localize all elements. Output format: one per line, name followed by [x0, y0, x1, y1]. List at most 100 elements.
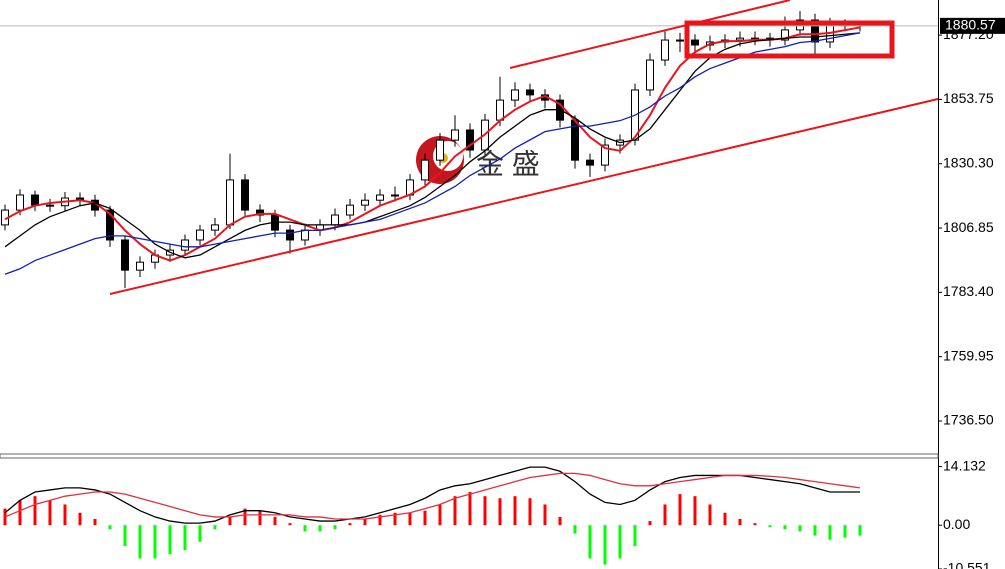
histogram-bar [213, 525, 217, 530]
candle-body [361, 199, 369, 206]
histogram-bar [393, 512, 397, 526]
panel-separator [0, 453, 939, 459]
y-tick-label: 0.00 [943, 516, 970, 532]
histogram-bar [438, 504, 442, 526]
histogram-bar [48, 500, 52, 526]
candle-body [646, 59, 654, 91]
histogram-bar [258, 510, 262, 526]
candle-body [181, 239, 189, 251]
candle-body [781, 29, 789, 41]
histogram-bar [708, 504, 712, 526]
highlight-box [684, 20, 895, 59]
y-tick-label: 14.132 [943, 457, 986, 473]
histogram-bar [318, 525, 322, 532]
upper-trendline [509, 0, 791, 69]
candle-body [436, 139, 444, 161]
candle-body [601, 144, 609, 166]
histogram-bar [18, 500, 22, 526]
y-tick-label: 1736.50 [943, 412, 994, 428]
last-price-label: 1880.57 [945, 17, 996, 33]
histogram-bar [798, 525, 802, 532]
y-tick-label: 1853.75 [943, 90, 994, 106]
histogram-bar [153, 525, 157, 559]
candle-body [391, 194, 399, 197]
histogram-bar [138, 525, 142, 559]
histogram-bar [33, 496, 37, 526]
histogram-bar [813, 525, 817, 536]
candle-body [451, 129, 459, 141]
candle-body [301, 229, 309, 241]
histogram-bar [633, 525, 637, 546]
candle-body [241, 179, 249, 211]
indicator-line [4, 26, 861, 262]
candle-body [256, 209, 264, 216]
price-axis: 1877.201853.751830.301806.851783.401759.… [938, 17, 1005, 569]
candle-body [691, 39, 699, 46]
histogram-bar [333, 525, 337, 530]
histogram-bar [573, 525, 577, 534]
y-tick-label: 1783.40 [943, 283, 994, 299]
histogram-bar [588, 525, 592, 559]
histogram-bar [783, 525, 787, 530]
histogram-bar [183, 525, 187, 551]
candle-body [211, 224, 219, 231]
indicator-line [4, 32, 861, 259]
histogram-bar [273, 516, 277, 526]
histogram-bar [513, 496, 517, 526]
indicator-line [4, 466, 860, 524]
candle-body [31, 194, 39, 206]
candle-body [286, 229, 294, 241]
indicator-line [4, 472, 861, 520]
candle-body [331, 214, 339, 226]
histogram-bar [123, 525, 127, 546]
y-tick-label: -10.551 [943, 560, 991, 569]
histogram-bar [453, 496, 457, 526]
candle-body [736, 37, 744, 41]
histogram-bar [468, 492, 472, 526]
price-panel [0, 10, 938, 288]
y-tick-label: 1830.30 [943, 154, 994, 170]
indicator-line [4, 32, 861, 275]
histogram-bar [288, 523, 292, 526]
candle-body [676, 39, 684, 42]
histogram-bar [243, 508, 247, 526]
candle-body [526, 89, 534, 96]
y-tick-label: 1806.85 [943, 219, 994, 235]
histogram-bar [528, 498, 532, 526]
candle-body [661, 39, 669, 61]
last-price-box [940, 17, 1005, 34]
histogram-bar [828, 525, 832, 540]
histogram-bar [93, 518, 97, 526]
histogram-bar [363, 518, 367, 526]
candle-body [496, 99, 504, 121]
histogram-bar [63, 504, 67, 526]
histogram-bar [198, 525, 202, 542]
candle-body [586, 159, 594, 166]
histogram-bar [768, 525, 772, 528]
y-tick-label: 1759.95 [943, 347, 994, 363]
candle-body [121, 239, 129, 271]
histogram-bar [423, 510, 427, 526]
macd-panel [3, 466, 862, 565]
candle-body [811, 19, 819, 43]
histogram-bar [618, 525, 622, 559]
candle-body [421, 159, 429, 181]
histogram-bar [498, 498, 502, 526]
candle-body [136, 261, 144, 271]
histogram-bar [348, 523, 352, 526]
histogram-bar [303, 525, 307, 532]
histogram-bar [378, 514, 382, 526]
histogram-bar [603, 525, 607, 565]
histogram-bar [648, 521, 652, 526]
histogram-bar [543, 504, 547, 526]
histogram-bar [408, 512, 412, 526]
candle-body [511, 89, 519, 101]
candle-body [106, 209, 114, 241]
candle-body [16, 194, 24, 211]
histogram-bar [483, 496, 487, 526]
candle-body [346, 204, 354, 216]
histogram-bar [753, 523, 757, 526]
histogram-bar [738, 518, 742, 526]
histogram-bar [858, 525, 862, 536]
